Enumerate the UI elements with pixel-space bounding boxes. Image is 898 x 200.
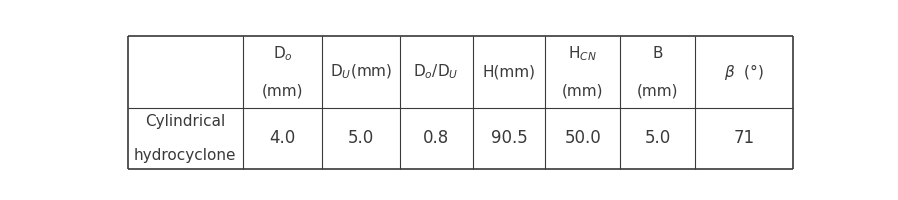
Text: (mm): (mm) — [562, 83, 603, 98]
Text: 0.8: 0.8 — [423, 129, 449, 147]
Text: 71: 71 — [734, 129, 754, 147]
Text: (mm): (mm) — [637, 83, 679, 98]
Text: $\beta$  (°): $\beta$ (°) — [725, 62, 764, 82]
Text: hydrocyclone: hydrocyclone — [134, 148, 236, 163]
Text: 5.0: 5.0 — [645, 129, 671, 147]
Text: Cylindrical: Cylindrical — [145, 114, 225, 129]
Text: H(mm): H(mm) — [482, 65, 535, 80]
Text: 50.0: 50.0 — [564, 129, 601, 147]
Text: B: B — [653, 46, 663, 61]
Text: 90.5: 90.5 — [490, 129, 527, 147]
Text: 5.0: 5.0 — [348, 129, 374, 147]
Text: 4.0: 4.0 — [269, 129, 295, 147]
Text: (mm): (mm) — [262, 83, 304, 98]
Text: H$_{CN}$: H$_{CN}$ — [568, 44, 597, 63]
Text: D$_U$(mm): D$_U$(mm) — [330, 63, 392, 81]
Text: D$_o$: D$_o$ — [273, 44, 293, 63]
Text: D$_o$/D$_U$: D$_o$/D$_U$ — [413, 63, 459, 81]
